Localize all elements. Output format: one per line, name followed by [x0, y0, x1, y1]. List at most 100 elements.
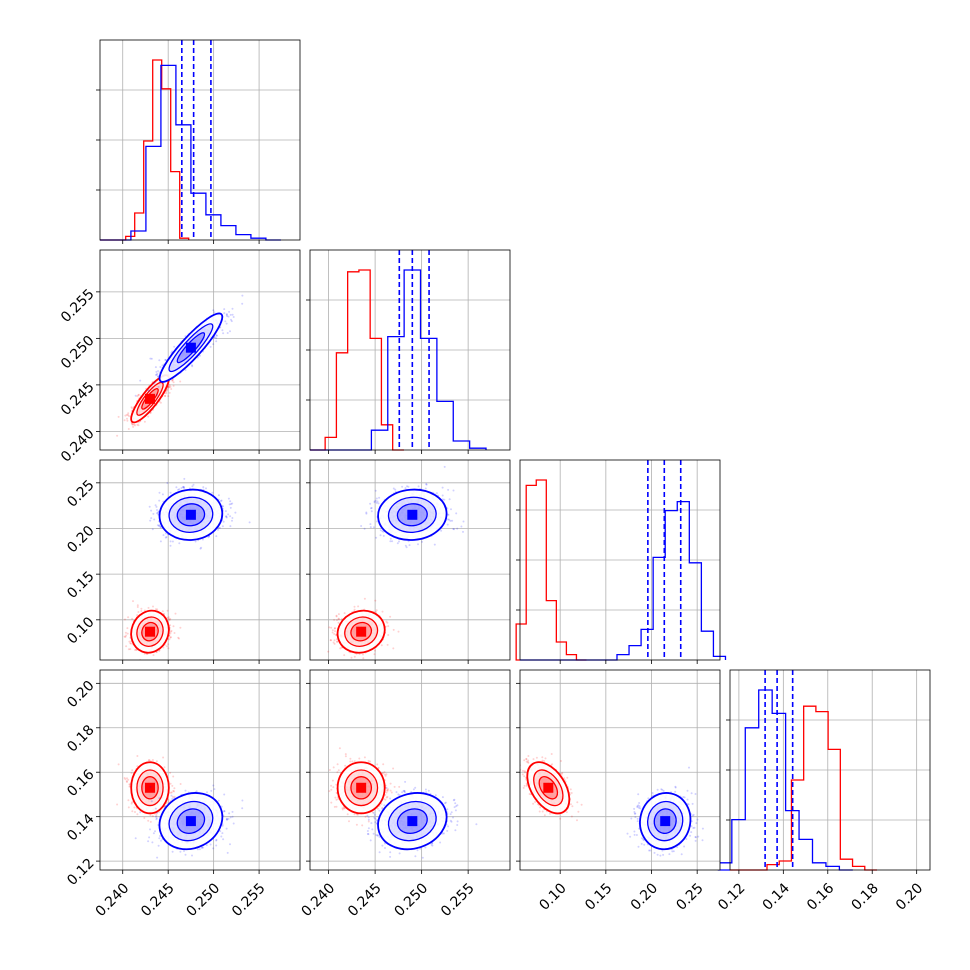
- scatter-point: [231, 517, 234, 519]
- blue-contour: [168, 323, 214, 373]
- scatter-point: [155, 373, 158, 376]
- scatter-point: [151, 528, 154, 531]
- scatter-point: [149, 412, 152, 415]
- histogram-panel-4: [717, 669, 931, 874]
- scatter-point: [116, 434, 119, 437]
- scatter-point: [169, 385, 172, 388]
- scatter-point: [224, 320, 227, 323]
- scatter-point: [380, 644, 383, 647]
- scatter-point: [373, 653, 376, 656]
- scatter-point: [202, 486, 205, 489]
- scatter-point: [223, 308, 226, 311]
- scatter-point: [150, 661, 152, 663]
- scatter-point: [134, 394, 137, 397]
- scatter-point: [127, 428, 130, 430]
- scatter-point: [375, 609, 378, 612]
- scatter-point: [164, 359, 167, 361]
- scatter-point: [229, 525, 232, 528]
- scatter-panel-3-1: [96, 459, 301, 664]
- scatter-point: [159, 366, 162, 368]
- scatter-point: [159, 526, 162, 529]
- scatter-point: [157, 385, 160, 388]
- red-contour: [136, 616, 164, 647]
- scatter-point: [164, 358, 167, 361]
- scatter-point: [425, 483, 428, 486]
- scatter-point: [134, 424, 136, 427]
- scatter-point: [327, 650, 330, 653]
- scatter-point: [387, 625, 390, 628]
- scatter-point: [231, 519, 233, 522]
- scatter-point: [165, 536, 168, 538]
- scatter-point: [336, 619, 338, 622]
- scatter-point: [221, 505, 224, 508]
- scatter-point: [201, 538, 204, 541]
- scatter-point: [130, 406, 133, 409]
- scatter-point: [154, 381, 156, 384]
- scatter-point: [164, 532, 167, 535]
- scatter-point: [123, 635, 126, 638]
- scatter-point: [225, 314, 228, 316]
- scatter-point: [161, 493, 164, 496]
- scatter-point: [373, 501, 376, 504]
- scatter-point: [386, 643, 389, 646]
- scatter-point: [339, 647, 342, 650]
- scatter-point: [131, 407, 134, 410]
- scatter-point: [215, 337, 218, 340]
- scatter-point: [126, 419, 129, 422]
- scatter-point: [161, 364, 164, 367]
- scatter-point: [143, 420, 146, 423]
- red-density-peak: [356, 626, 367, 637]
- scatter-point: [157, 370, 160, 372]
- scatter-point: [140, 610, 143, 612]
- scatter-point: [448, 518, 451, 521]
- scatter-point: [333, 642, 336, 645]
- scatter-point: [167, 386, 170, 389]
- blue-contour: [158, 312, 224, 383]
- scatter-point: [205, 487, 207, 490]
- scatter-point: [171, 379, 174, 382]
- scatter-point: [179, 380, 182, 383]
- scatter-point: [440, 529, 443, 532]
- scatter-point: [167, 616, 170, 619]
- scatter-point: [152, 382, 155, 385]
- scatter-point: [156, 511, 159, 514]
- scatter-point: [381, 610, 384, 613]
- blue-contour: [168, 496, 214, 533]
- scatter-point: [158, 491, 161, 494]
- scatter-point: [350, 656, 353, 659]
- scatter-point: [365, 512, 368, 515]
- scatter-point: [156, 509, 158, 511]
- scatter-point: [330, 639, 332, 642]
- red-contour: [130, 609, 170, 654]
- scatter-point: [340, 646, 343, 649]
- scatter-point: [389, 615, 392, 618]
- scatter-point: [168, 638, 171, 641]
- scatter-point: [175, 486, 178, 489]
- red-contour: [336, 609, 386, 654]
- scatter-point: [167, 395, 170, 398]
- red-histogram: [730, 705, 877, 871]
- scatter-point: [225, 322, 228, 325]
- scatter-point: [353, 605, 356, 608]
- scatter-point: [337, 621, 340, 624]
- scatter-point: [126, 417, 128, 420]
- scatter-point: [124, 631, 127, 634]
- scatter-point: [335, 614, 338, 617]
- scatter-point: [209, 345, 212, 348]
- scatter-point: [169, 632, 172, 635]
- scatter-point: [169, 624, 172, 627]
- scatter-point: [149, 357, 152, 360]
- scatter-point: [229, 515, 232, 518]
- scatter-point: [158, 524, 161, 527]
- scatter-point: [129, 648, 132, 651]
- scatter-point: [137, 393, 140, 396]
- scatter-point: [147, 389, 150, 392]
- scatter-point: [125, 413, 128, 416]
- scatter-point: [386, 621, 389, 624]
- scatter-point: [137, 424, 140, 427]
- scatter-point: [337, 617, 340, 620]
- scatter-point: [331, 629, 334, 632]
- scatter-point: [192, 483, 195, 486]
- scatter-point: [207, 536, 210, 539]
- panel-frame: [99, 459, 301, 661]
